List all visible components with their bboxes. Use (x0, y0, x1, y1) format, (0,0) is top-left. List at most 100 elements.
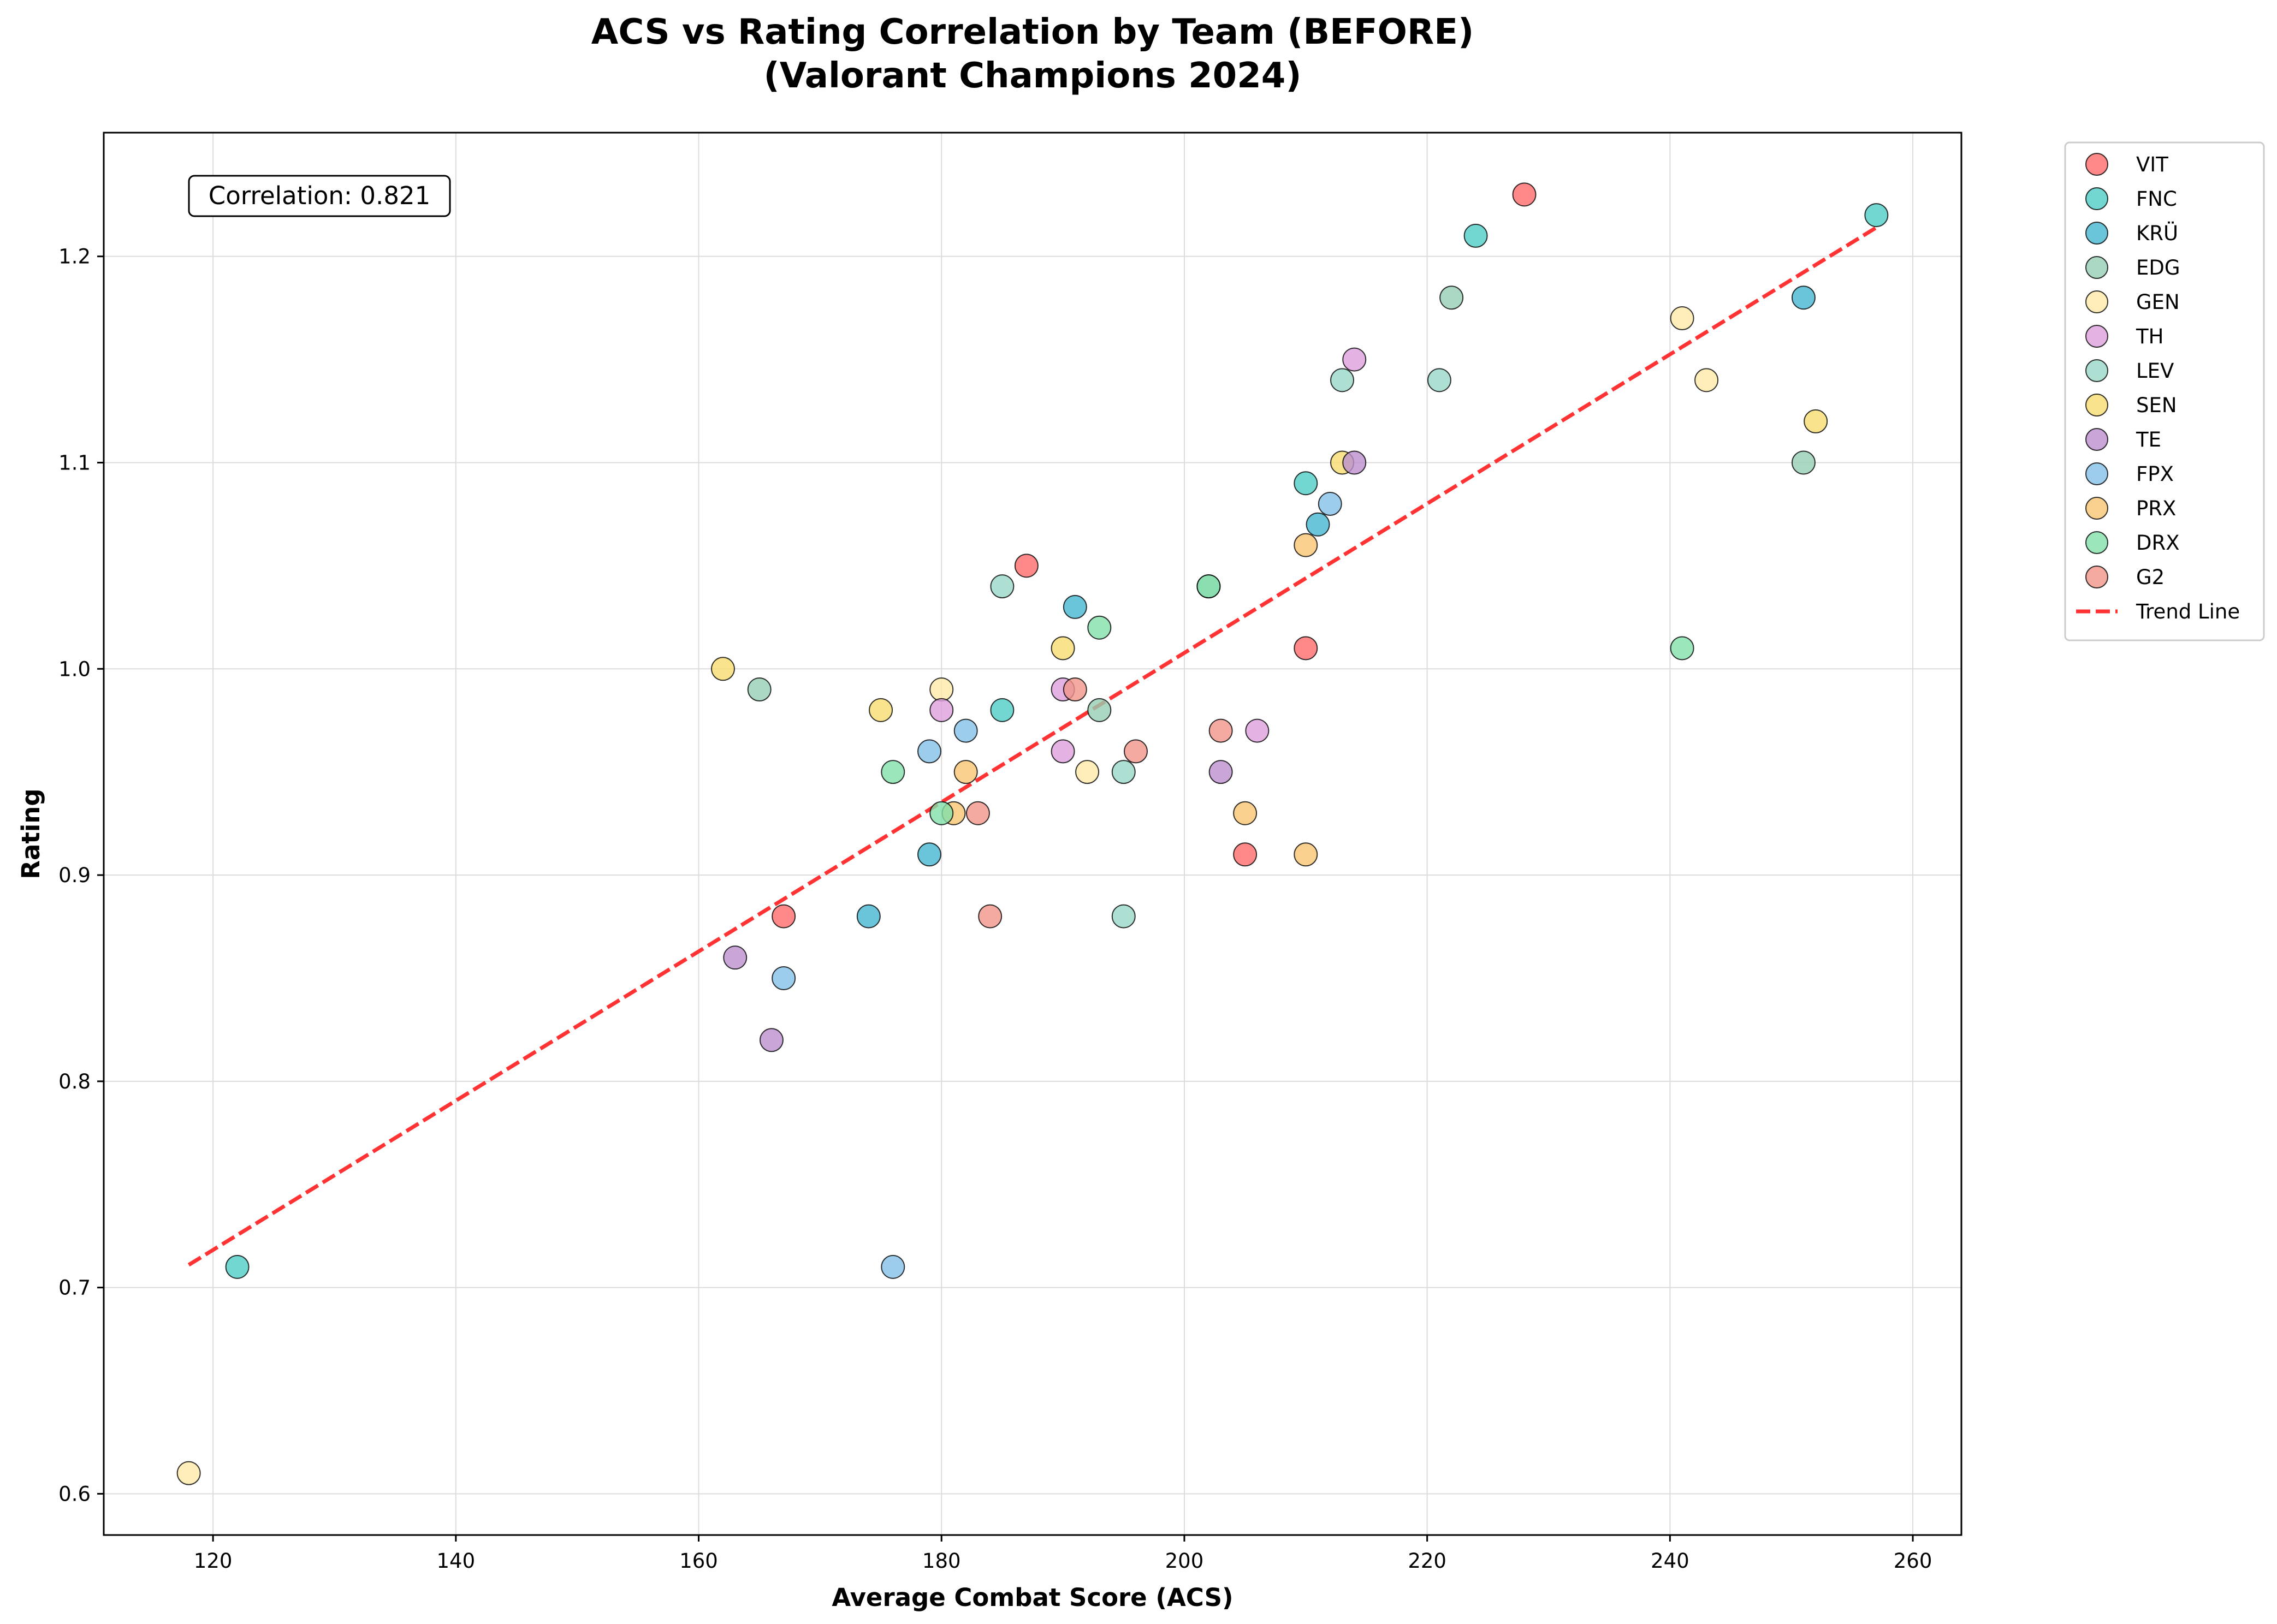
data-point-fpx (1318, 492, 1342, 516)
data-point-g2 (1124, 739, 1148, 764)
correlation-annotation-box (188, 175, 451, 217)
legend-marker-g2 (2085, 566, 2108, 588)
y-tick-label: 0.7 (58, 1276, 91, 1300)
data-point-fnc (1463, 223, 1488, 248)
data-point-vit (1233, 842, 1258, 867)
y-tick-label: 1.0 (58, 657, 91, 681)
legend-label-trend-line: Trend Line (2136, 600, 2240, 623)
data-point-fnc (1294, 471, 1318, 496)
legend-label-fnc: FNC (2136, 187, 2177, 211)
data-point-fpx (772, 966, 796, 990)
chart-title-line-2: (Valorant Champions 2024) (764, 56, 1302, 96)
x-tick-label: 180 (922, 1549, 961, 1573)
data-point-th (1245, 718, 1270, 743)
data-point-drx (1196, 574, 1221, 599)
data-point-fpx (953, 718, 978, 743)
trend-line (187, 225, 1878, 1267)
points-layer (176, 182, 1889, 1485)
legend-marker-vit (2085, 153, 2108, 176)
legend-label-edg: EDG (2136, 256, 2180, 279)
legend-marker-edg (2085, 256, 2108, 279)
data-point-prx (1294, 533, 1318, 557)
series-gen (176, 306, 1719, 1485)
legend-label-th: TH (2136, 325, 2163, 348)
data-point-gen (1694, 368, 1719, 392)
data-point-g2 (978, 904, 1003, 929)
series-sen (711, 409, 1828, 722)
data-point-te (759, 1028, 784, 1052)
legend-marker-gen (2085, 290, 2108, 313)
ticks: 120 140 160 180 200 220 240 260 0.6 0.7 0.8 0.9 1.0 1… (58, 245, 1932, 1573)
series-fpx (772, 492, 1342, 1279)
x-tick-label: 220 (1408, 1549, 1446, 1573)
x-axis-label: Average Combat Score (ACS) (832, 1583, 1233, 1612)
plot-frame (103, 132, 1962, 1536)
x-tick-label: 200 (1165, 1549, 1204, 1573)
data-point-kr (917, 842, 941, 867)
legend: VIT FNC KRÜ EDG GEN TH LEV SEN TE FPX PRX DRX G2 Tren… (2064, 141, 2265, 641)
series-vit (772, 182, 1537, 929)
data-point-vit (1512, 182, 1537, 207)
legend-marker-sen (2085, 394, 2108, 417)
data-point-lev (1427, 368, 1451, 392)
data-point-edg (747, 677, 772, 702)
x-tick-label: 240 (1651, 1549, 1689, 1573)
data-point-te (1208, 760, 1233, 784)
legend-label-kr: KRÜ (2136, 222, 2178, 245)
grid (104, 133, 1961, 1535)
data-point-te (1342, 450, 1367, 475)
legend-marker-fnc (2085, 187, 2108, 210)
data-point-edg (1439, 285, 1464, 310)
data-point-kr (856, 904, 881, 929)
data-point-th (929, 698, 954, 722)
data-point-fnc (225, 1254, 250, 1279)
x-tick-label: 140 (437, 1549, 476, 1573)
data-point-prx (1233, 801, 1258, 825)
data-point-fpx (881, 1254, 905, 1279)
legend-marker-drx (2085, 531, 2108, 554)
y-tick-label: 1.2 (58, 245, 91, 269)
legend-label-vit: VIT (2136, 153, 2168, 176)
series-edg (747, 285, 1816, 722)
data-point-lev (1111, 760, 1136, 784)
data-point-g2 (1063, 677, 1087, 702)
data-point-kr (1063, 594, 1087, 619)
data-point-vit (1014, 554, 1039, 578)
data-point-kr (1306, 512, 1330, 537)
y-tick-label: 0.8 (58, 1070, 91, 1093)
y-tick-label: 0.6 (58, 1482, 91, 1506)
data-point-drx (1087, 615, 1112, 640)
data-point-g2 (1208, 718, 1233, 743)
series-lev (990, 368, 1451, 929)
legend-marker-kr (2085, 222, 2108, 245)
x-tick-label: 120 (194, 1549, 233, 1573)
y-tick-label: 1.1 (58, 451, 91, 474)
data-point-gen (176, 1461, 201, 1485)
legend-label-g2: G2 (2136, 566, 2165, 589)
data-point-vit (1294, 636, 1318, 661)
data-point-kr (1791, 285, 1816, 310)
data-point-sen (869, 698, 893, 722)
series-g2 (965, 677, 1233, 929)
y-axis-label: Rating (16, 788, 45, 879)
legend-marker-th (2085, 325, 2108, 348)
x-tick-label: 160 (679, 1549, 718, 1573)
legend-label-lev: LEV (2136, 359, 2174, 383)
data-point-lev (1111, 904, 1136, 929)
data-point-prx (953, 760, 978, 784)
data-point-drx (1670, 636, 1694, 661)
legend-marker-te (2085, 428, 2108, 451)
data-point-edg (1791, 450, 1816, 475)
legend-label-fpx: FPX (2136, 462, 2174, 486)
data-point-sen (1051, 636, 1075, 661)
data-point-fnc (990, 698, 1015, 722)
legend-label-te: TE (2136, 428, 2161, 451)
x-tick-label: 260 (1894, 1549, 1932, 1573)
legend-label-prx: PRX (2136, 497, 2176, 520)
chart-title-line-1: ACS vs Rating Correlation by Team (BEFOR… (591, 12, 1474, 52)
legend-marker-lev (2085, 359, 2108, 382)
data-point-g2 (965, 801, 990, 825)
data-point-gen (1670, 306, 1694, 331)
